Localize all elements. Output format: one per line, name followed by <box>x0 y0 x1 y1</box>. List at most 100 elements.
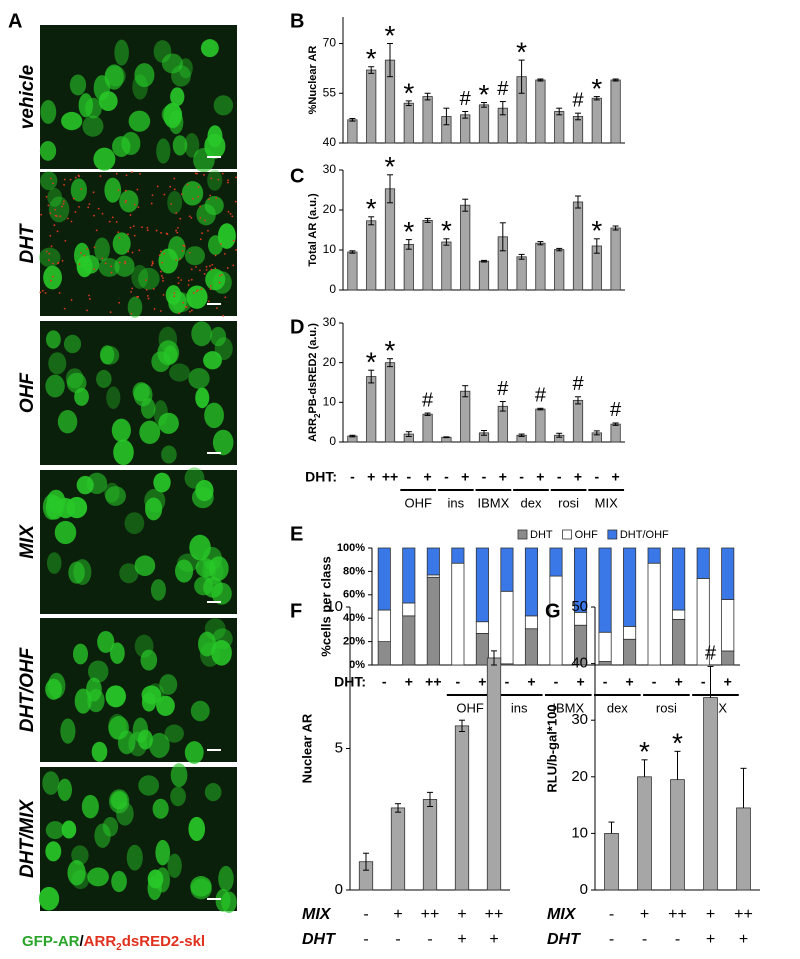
significance-mark: # <box>422 389 434 411</box>
x-tick-label: - <box>395 931 400 948</box>
row-label: DHT <box>547 931 581 948</box>
legend-label: DHT/OHF <box>620 529 669 541</box>
cell-nucleus <box>74 387 89 406</box>
peroxisome-dot <box>207 229 209 232</box>
error-bar <box>556 432 563 438</box>
cell-nucleus <box>113 439 134 466</box>
cell-nucleus <box>158 326 178 353</box>
significance-mark: # <box>572 89 584 111</box>
peroxisome-dot <box>124 189 127 192</box>
error-bar <box>427 791 433 808</box>
peroxisome-dot <box>115 221 118 223</box>
cell-nucleus <box>105 685 126 708</box>
cell-nucleus <box>98 257 120 277</box>
peroxisome-dot <box>63 178 66 181</box>
cell-nucleus <box>169 363 190 382</box>
error-bar <box>499 222 506 252</box>
peroxisome-dot <box>93 268 96 271</box>
bar <box>637 776 652 891</box>
peroxisome-dot <box>104 262 107 265</box>
peroxisome-dot <box>63 200 65 203</box>
peroxisome-dot <box>50 279 52 282</box>
cell-nucleus <box>67 860 86 886</box>
cell-nucleus <box>184 246 205 266</box>
peroxisome-dot <box>130 290 132 293</box>
peroxisome-dot <box>86 248 89 250</box>
error-bar <box>518 59 525 94</box>
y-tick-label: 20 <box>323 202 337 216</box>
bar <box>422 96 433 144</box>
cell-nucleus <box>190 700 210 722</box>
peroxisome-dot <box>41 289 44 292</box>
bar-segment <box>598 661 612 666</box>
y-tick-label: 0 <box>329 434 336 448</box>
y-tick-label: 50 <box>571 598 588 615</box>
cell-nucleus <box>159 674 178 695</box>
y-tick-label: 30 <box>571 711 588 728</box>
peroxisome-dot <box>173 292 176 295</box>
peroxisome-dot <box>77 174 80 177</box>
peroxisome-dot <box>150 202 153 205</box>
micrograph <box>40 321 237 466</box>
peroxisome-dot <box>59 215 62 218</box>
peroxisome-dot <box>210 177 213 180</box>
error-bar <box>363 852 369 871</box>
cell-nucleus <box>156 138 171 164</box>
cell-nucleus <box>211 582 232 605</box>
cell-nucleus <box>188 367 210 389</box>
peroxisome-dot <box>177 282 180 285</box>
peroxisome-dot <box>110 271 113 274</box>
cell-nucleus <box>132 717 149 743</box>
bar <box>610 79 621 144</box>
legend-label: OHF <box>575 529 599 541</box>
peroxisome-dot <box>179 257 182 260</box>
significance-mark: * <box>479 79 490 110</box>
peroxisome-dot <box>218 281 221 284</box>
error-bar <box>499 101 506 116</box>
y-tick-label: 70 <box>323 36 337 50</box>
image-label: OHF <box>17 372 38 414</box>
bar <box>604 833 619 891</box>
bar-segment <box>647 547 661 564</box>
bar <box>610 423 621 443</box>
peroxisome-dot <box>131 287 134 290</box>
image-label: MIX <box>17 524 38 559</box>
caption-part: ARR <box>84 933 117 950</box>
peroxisome-dot <box>184 305 187 308</box>
peroxisome-dot <box>178 312 181 315</box>
peroxisome-dot <box>145 289 148 291</box>
peroxisome-dot <box>199 238 202 241</box>
peroxisome-dot <box>125 174 128 177</box>
error-bar <box>387 174 393 204</box>
error-bar <box>641 759 648 777</box>
significance-mark: * <box>385 20 396 51</box>
peroxisome-dot <box>117 189 120 191</box>
peroxisome-dot <box>175 229 177 232</box>
x-tick-label: - <box>652 674 657 690</box>
peroxisome-dot <box>188 251 191 254</box>
peroxisome-dot <box>203 273 206 275</box>
cell-nucleus <box>207 169 223 191</box>
cell-nucleus <box>65 368 84 389</box>
y-tick-label: 40% <box>343 612 365 624</box>
group-label: ins <box>511 700 528 715</box>
significance-mark: * <box>639 736 650 767</box>
cell-nucleus <box>38 886 60 911</box>
peroxisome-dot <box>139 172 141 175</box>
cell-nucleus <box>134 555 156 576</box>
bar-segment <box>402 615 416 666</box>
peroxisome-dot <box>108 220 111 223</box>
cell-nucleus <box>63 334 82 354</box>
image-label: DHT/MIX <box>17 799 38 878</box>
peroxisome-dot <box>80 188 83 190</box>
cell-nucleus <box>91 741 108 762</box>
error-bar <box>593 96 600 101</box>
cell-nucleus <box>171 65 191 87</box>
cell-nucleus <box>149 732 170 758</box>
bar-segment <box>598 547 612 633</box>
peroxisome-dot <box>88 203 91 206</box>
cell-nucleus <box>119 563 139 584</box>
peroxisome-dot <box>40 213 43 216</box>
peroxisome-dot <box>180 193 183 196</box>
